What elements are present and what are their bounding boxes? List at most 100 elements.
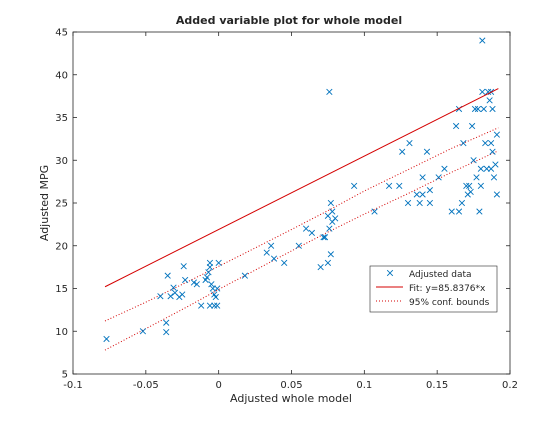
data-point — [471, 105, 479, 113]
data-point — [329, 208, 336, 215]
data-point — [466, 182, 473, 190]
legend-label-data: Adjusted data — [409, 270, 472, 280]
fit-line-group — [104, 88, 499, 288]
data-point — [469, 122, 476, 130]
data-point — [270, 255, 278, 262]
data-point — [460, 140, 467, 147]
data-point — [477, 165, 484, 172]
data-point — [190, 279, 198, 286]
x-tick-label: -0.05 — [133, 380, 159, 391]
data-point — [458, 199, 466, 207]
data-point — [327, 251, 334, 258]
y-tick-label: 35 — [55, 113, 68, 124]
x-tick-label: 0.15 — [426, 380, 448, 391]
data-point — [321, 234, 329, 241]
data-point — [205, 269, 212, 276]
x-tick-label: 0.05 — [280, 380, 302, 391]
y-tick-label: 25 — [55, 199, 68, 210]
x-tick-label: 0.2 — [502, 380, 518, 391]
data-point — [492, 161, 499, 168]
data-points — [103, 37, 501, 343]
data-point — [182, 276, 189, 284]
data-point — [206, 302, 214, 309]
legend-label-fit: Fit: y=85.8376*x — [409, 284, 486, 294]
confidence-bounds — [104, 127, 499, 351]
data-point — [448, 208, 455, 215]
axis-ticks: -0.1 -0.05 0 0.05 0.1 0.15 0.2 5 10 15 20 25 30 35 40 4… — [55, 28, 518, 392]
data-point — [198, 302, 205, 309]
data-point — [326, 88, 333, 95]
data-point — [179, 291, 186, 298]
data-point — [167, 293, 174, 300]
data-point — [267, 242, 275, 249]
data-point — [479, 37, 486, 44]
data-point — [326, 225, 333, 232]
y-axis-label: Adjusted MPG — [38, 165, 51, 241]
y-tick-label: 40 — [55, 70, 68, 81]
data-point — [212, 293, 219, 301]
data-point — [193, 281, 200, 288]
data-point — [281, 259, 288, 266]
data-point — [371, 208, 378, 215]
y-tick-label: 5 — [62, 370, 68, 381]
data-point — [483, 165, 490, 172]
y-tick-label: 20 — [55, 241, 68, 252]
data-point — [214, 302, 221, 309]
data-point — [473, 174, 480, 181]
legend-label-bounds: 95% conf. bounds — [409, 298, 490, 308]
data-point — [320, 234, 327, 241]
data-point — [308, 229, 316, 237]
y-tick-label: 45 — [55, 28, 68, 39]
data-point — [206, 259, 214, 266]
data-point — [480, 105, 487, 113]
data-point — [327, 199, 334, 207]
data-point — [214, 285, 221, 292]
fit-line — [104, 88, 499, 288]
data-point — [385, 182, 393, 190]
data-point — [493, 131, 501, 138]
data-point — [241, 272, 249, 279]
data-point — [396, 182, 403, 190]
data-point — [332, 215, 339, 222]
plot-area — [72, 31, 511, 375]
y-tick-label: 10 — [55, 327, 68, 338]
lower-conf-bound — [104, 150, 499, 351]
data-point — [441, 165, 448, 172]
data-point — [452, 122, 460, 130]
data-point — [485, 88, 492, 95]
data-point — [209, 285, 216, 292]
data-point — [463, 182, 470, 190]
data-point — [489, 105, 496, 113]
data-point — [413, 191, 420, 198]
data-point — [474, 105, 482, 113]
data-point — [170, 284, 177, 291]
data-point — [419, 191, 426, 198]
data-point — [476, 208, 483, 215]
data-point — [211, 302, 218, 309]
data-point — [493, 191, 501, 198]
data-point — [455, 208, 463, 215]
y-tick-label: 15 — [55, 284, 68, 295]
data-point — [295, 242, 302, 249]
chart-title: Added variable plot for whole model — [176, 14, 402, 27]
data-point — [157, 293, 164, 300]
data-point — [416, 199, 423, 207]
data-point — [426, 199, 434, 207]
data-point — [324, 259, 332, 266]
data-point — [208, 281, 215, 288]
data-point — [404, 199, 412, 207]
data-point — [163, 319, 170, 326]
y-tick-label: 30 — [55, 156, 68, 167]
data-point — [163, 328, 170, 336]
data-point — [435, 174, 442, 181]
data-point — [426, 187, 434, 194]
data-point — [180, 263, 187, 270]
data-point — [351, 182, 358, 190]
upper-conf-bound — [104, 127, 499, 322]
data-point — [479, 88, 486, 95]
data-point — [263, 249, 270, 256]
x-tick-label: 0 — [215, 380, 221, 391]
x-axis-label: Adjusted whole model — [230, 392, 352, 405]
